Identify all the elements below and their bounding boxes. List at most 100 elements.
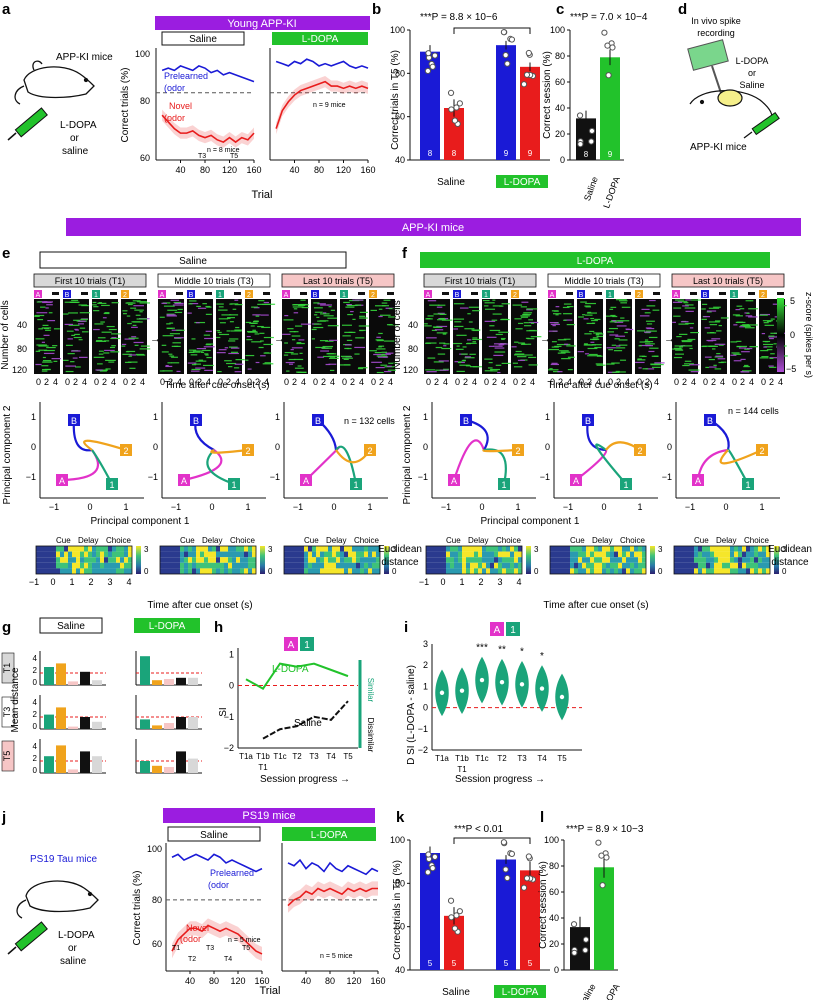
spike-mark [250, 325, 255, 327]
spike-mark [595, 334, 600, 336]
spike-mark [95, 340, 106, 343]
heatmap-cell [494, 557, 498, 563]
heatmap-cell [296, 562, 300, 569]
heatmap-cell [738, 562, 742, 569]
heatmap-cell [324, 551, 328, 558]
spike-mark [550, 363, 559, 366]
spike-mark [203, 346, 215, 348]
spike-mark [610, 314, 616, 317]
spike-mark [596, 335, 604, 338]
heatmap-cell [200, 546, 204, 552]
heatmap-cell [682, 557, 686, 563]
dist-x-tick: 3 [497, 577, 502, 587]
heatmap-cell [558, 546, 562, 552]
heatmap-cell [458, 546, 462, 552]
heatmap-cell [184, 557, 188, 563]
heatmap-cell [582, 562, 586, 569]
heatmap-cell [678, 568, 682, 574]
heatmap-cell [706, 551, 710, 558]
spike-mark [595, 333, 604, 335]
heatmap-cell [216, 557, 220, 563]
heatmap-cell [722, 562, 726, 569]
j-ytick-80: 80 [152, 895, 162, 905]
heatmap-cell [184, 551, 188, 558]
heatmap-cell [486, 551, 490, 558]
heatmap-cell [506, 557, 510, 563]
spike-mark [471, 329, 481, 331]
spike-mark [648, 336, 658, 339]
heatmap-cell [702, 551, 706, 558]
f-raster-plots: First 10 trials (T1)A0 2 4B0 2 410 2 420 2 4→Mid… [423, 273, 788, 387]
spike-mark [486, 336, 497, 338]
heatmap-cell [340, 562, 344, 569]
heatmap-cell [470, 557, 474, 563]
trial-label-box [33, 273, 147, 288]
spike-mark [342, 357, 353, 359]
spike-mark [51, 358, 62, 360]
x-tick-label: 0 [513, 377, 518, 387]
spike-mark [124, 338, 135, 340]
spike-mark [553, 371, 560, 373]
panel-label-h: h [214, 619, 223, 636]
spike-mark [592, 338, 598, 341]
heatmap-cell [64, 551, 68, 558]
spike-mark [325, 363, 331, 366]
heatmap-cell [594, 562, 598, 569]
spike-mark [680, 321, 689, 323]
heatmap-cell [766, 546, 770, 552]
trajectory-end-label-box [178, 474, 190, 486]
data-point [598, 852, 605, 859]
spike-mark [635, 361, 645, 364]
heatmap-cell [328, 568, 332, 574]
spike-mark [494, 351, 506, 353]
heatmap-cell [426, 557, 430, 563]
odor-cue-icon [92, 290, 100, 298]
heatmap-cell [348, 557, 352, 563]
heatmap-cell [450, 546, 454, 552]
spike-mark [163, 305, 175, 307]
g-row-label-box [1, 740, 15, 772]
trajectory-end-label: A [59, 476, 65, 486]
heatmap-cell [316, 562, 320, 569]
heatmap-cell [634, 568, 638, 574]
data-point [523, 71, 531, 78]
j-t5: T5 [242, 945, 250, 952]
g-y-tick: 4 [33, 654, 38, 663]
spike-mark [494, 370, 498, 372]
spike-mark [562, 306, 570, 309]
spike-mark [139, 302, 151, 304]
heatmap-cell [64, 562, 68, 569]
data-point [500, 29, 508, 36]
heatmap-cell [734, 557, 738, 563]
heatmap-cell [686, 546, 690, 552]
heatmap-cell [240, 546, 244, 552]
spike-mark [171, 362, 180, 364]
spike-mark [327, 304, 333, 306]
a-ytick-60: 60 [140, 153, 150, 163]
heatmap-cell [220, 568, 224, 574]
spike-mark [174, 311, 183, 314]
heatmap-cell [216, 551, 220, 558]
spike-mark [609, 308, 614, 310]
heatmap-cell [196, 568, 200, 574]
spike-mark [495, 364, 502, 366]
spike-mark [586, 312, 597, 314]
spike-mark [684, 363, 694, 365]
spike-mark [472, 338, 483, 341]
heatmap-cell [550, 562, 554, 569]
spike-mark [41, 341, 46, 343]
spike-mark [735, 315, 743, 317]
heatmap-cell [642, 546, 646, 552]
i-ylabel: D SI (L-DOPA - saline) [406, 665, 417, 765]
spike-mark [200, 351, 205, 353]
spike-mark [520, 343, 528, 345]
spike-mark [740, 371, 744, 373]
heatmap-cell [458, 551, 462, 558]
trajectory-end-label-box [448, 474, 460, 486]
spike-mark [730, 341, 738, 343]
spike-mark [441, 319, 453, 321]
spike-mark [770, 332, 778, 334]
spike-mark [709, 366, 717, 368]
spike-mark [639, 315, 650, 317]
